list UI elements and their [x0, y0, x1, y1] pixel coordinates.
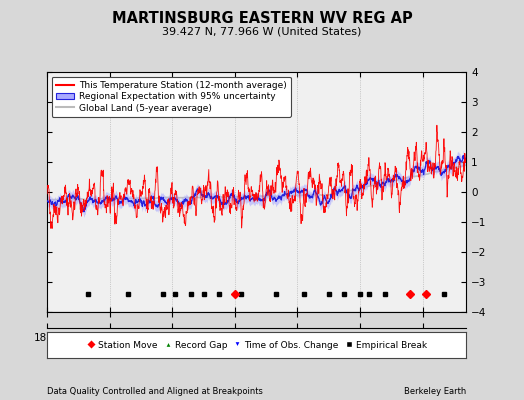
Text: Data Quality Controlled and Aligned at Breakpoints: Data Quality Controlled and Aligned at B…: [47, 387, 263, 396]
Legend: This Temperature Station (12-month average), Regional Expectation with 95% uncer: This Temperature Station (12-month avera…: [52, 76, 291, 117]
Text: MARTINSBURG EASTERN WV REG AP: MARTINSBURG EASTERN WV REG AP: [112, 11, 412, 26]
Text: 39.427 N, 77.966 W (United States): 39.427 N, 77.966 W (United States): [162, 26, 362, 36]
Text: Berkeley Earth: Berkeley Earth: [404, 387, 466, 396]
Legend: Station Move, Record Gap, Time of Obs. Change, Empirical Break: Station Move, Record Gap, Time of Obs. C…: [84, 339, 429, 351]
